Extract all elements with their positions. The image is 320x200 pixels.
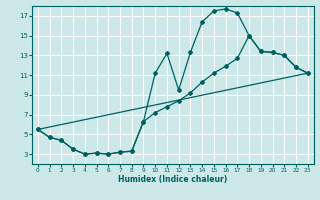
X-axis label: Humidex (Indice chaleur): Humidex (Indice chaleur) xyxy=(118,175,228,184)
